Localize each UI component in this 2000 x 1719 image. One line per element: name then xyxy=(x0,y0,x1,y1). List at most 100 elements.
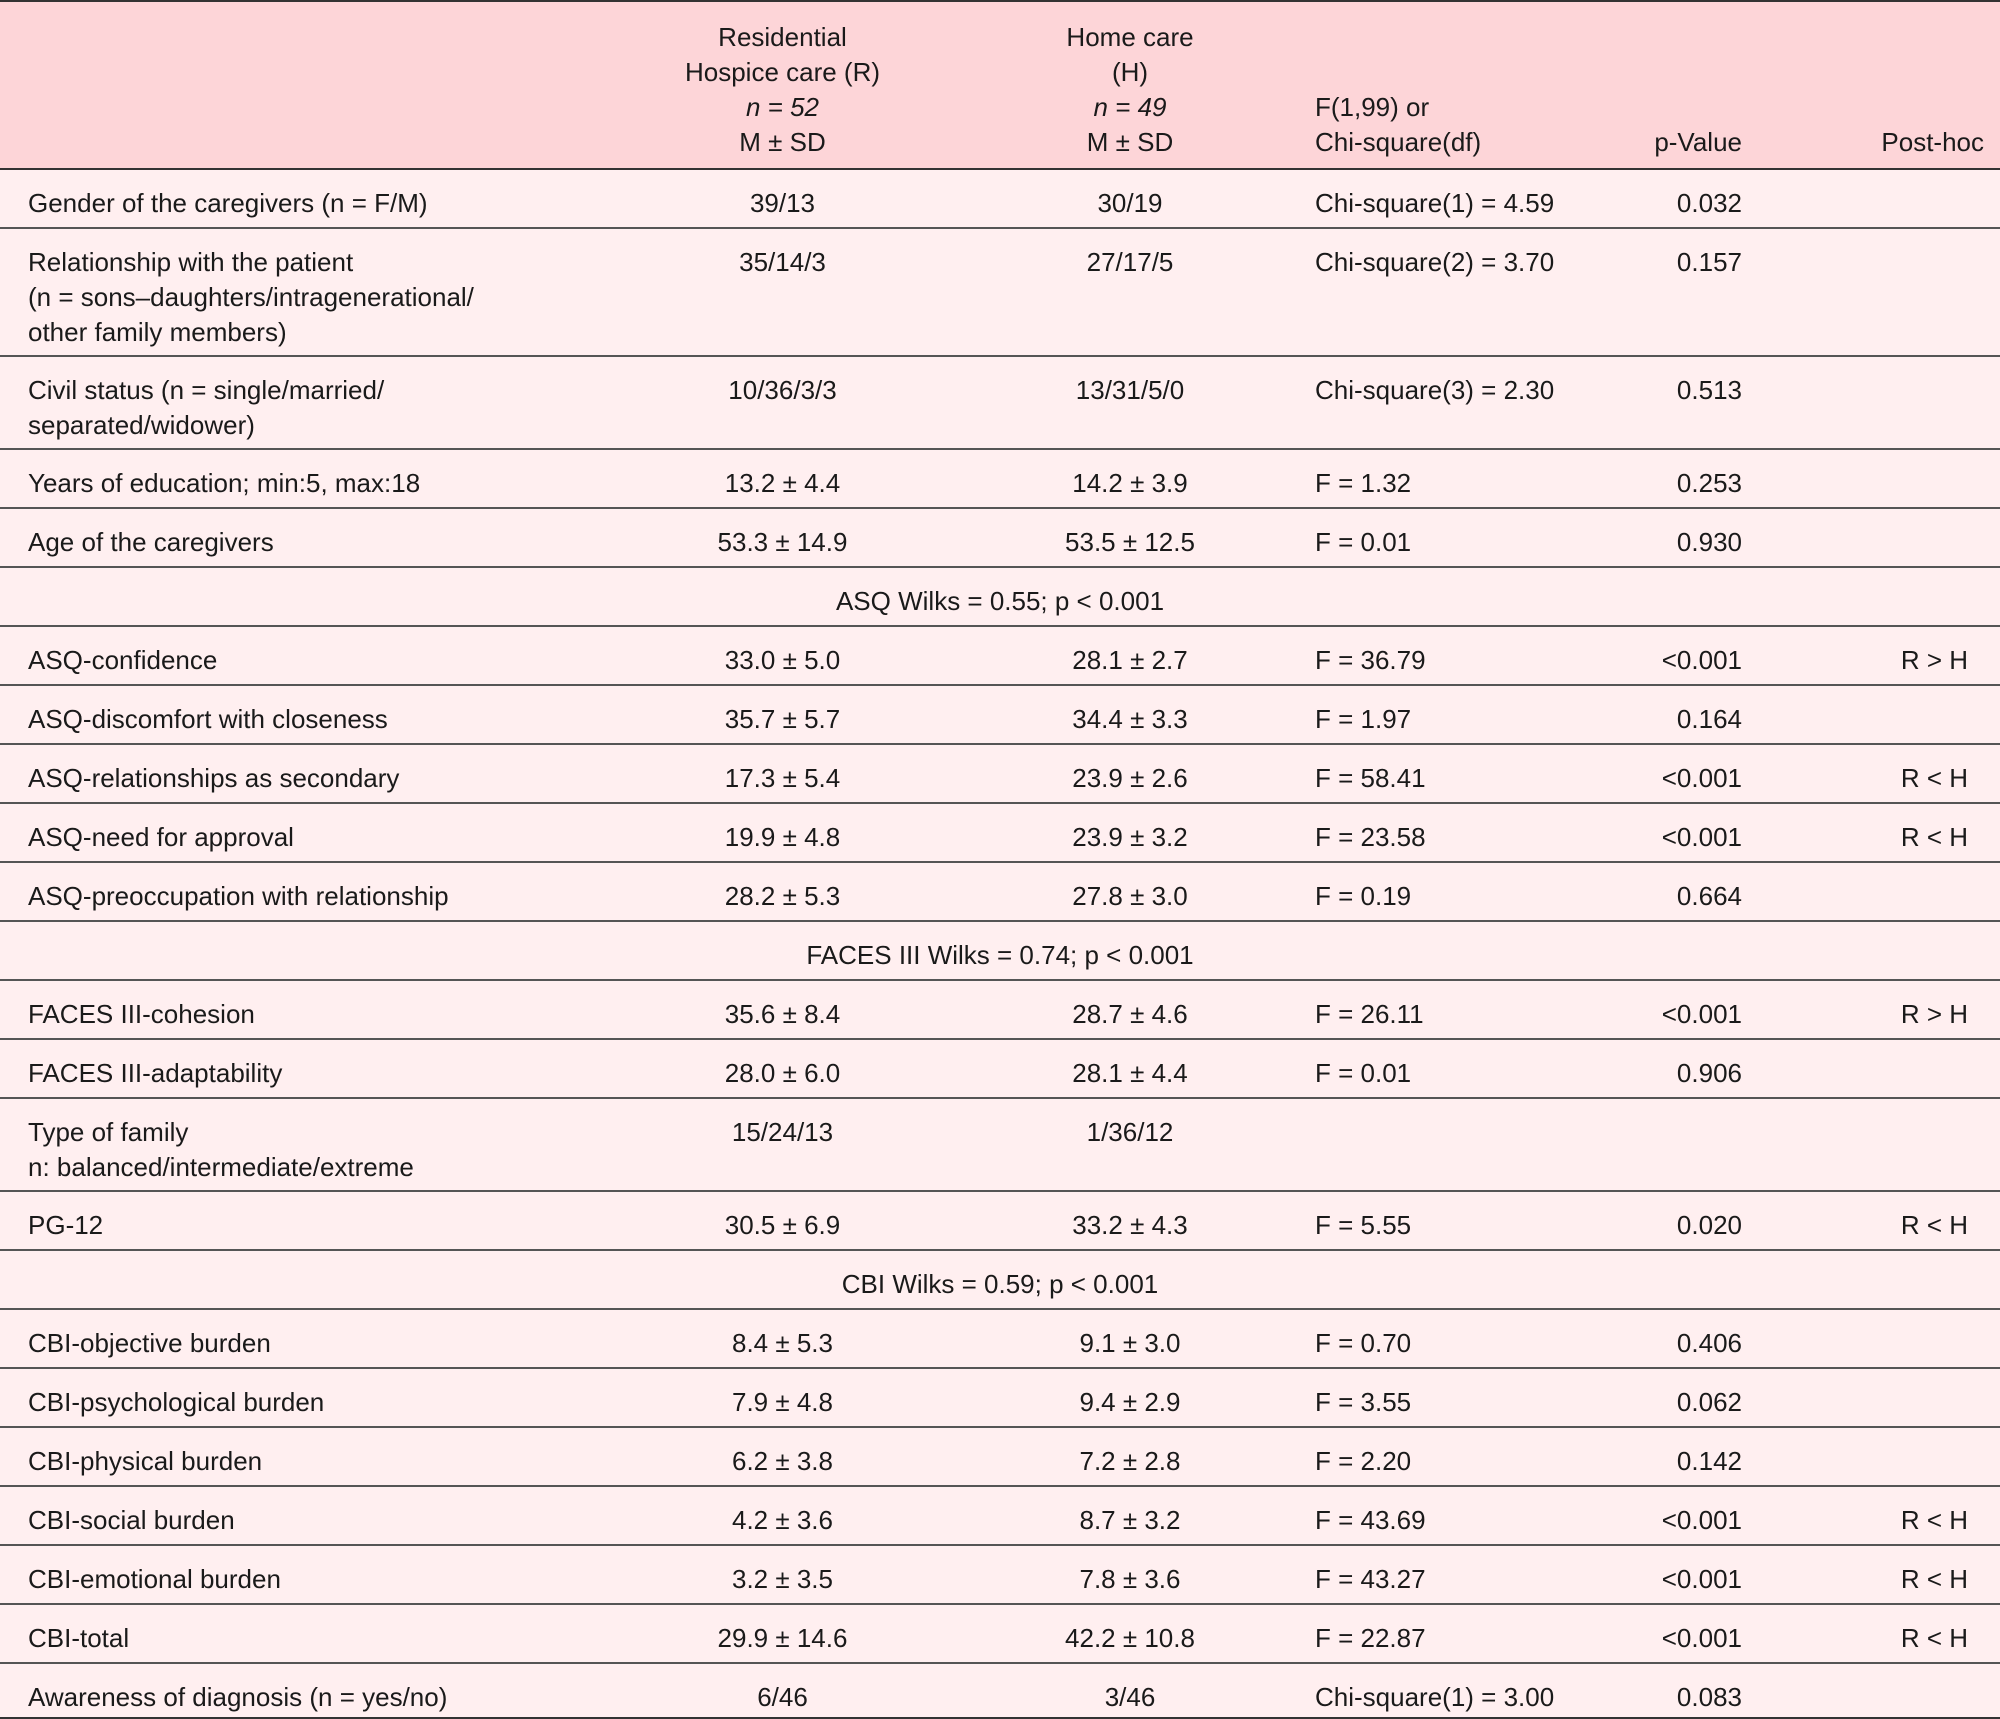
p-value: 0.930 xyxy=(1676,527,1742,557)
row-label-line: Gender of the caregivers (n = F/M) xyxy=(28,188,428,218)
home-care-value: 3/46 xyxy=(1104,1682,1156,1712)
table-header-row: Residential Hospice care (R) n = 52 M ± … xyxy=(0,1,2000,169)
table-row: Years of education; min:5, max:18 13.2 ± … xyxy=(0,449,2000,508)
home-care-value: 23.9 ± 2.6 xyxy=(1072,763,1188,793)
home-care-value: 28.7 ± 4.6 xyxy=(1072,999,1188,1029)
residential-value: 28.0 ± 6.0 xyxy=(724,1058,841,1088)
header-line: F(1,99) or xyxy=(1315,92,1430,122)
residential-value: 28.2 ± 5.3 xyxy=(724,881,841,911)
post-hoc-value xyxy=(1790,228,2000,356)
row-label-line: ASQ-discomfort with closeness xyxy=(28,704,388,734)
post-hoc-value xyxy=(1790,508,2000,567)
statistic-value: F = 36.79 xyxy=(1315,645,1426,675)
p-value: <0.001 xyxy=(1661,1564,1742,1594)
table-row: ASQ-need for approval 19.9 ± 4.8 23.9 ± 3.… xyxy=(0,803,2000,862)
residential-value: 17.3 ± 5.4 xyxy=(724,763,841,793)
row-label: PG-12 xyxy=(0,1191,610,1250)
table-row: ASQ-preoccupation with relationship 28.2 … xyxy=(0,862,2000,921)
residential-value: 35.7 ± 5.7 xyxy=(724,704,841,734)
row-label: Relationship with the patient (n = sons–d… xyxy=(0,228,610,356)
home-care-value: 27/17/5 xyxy=(1086,247,1174,277)
row-label-line: FACES III-adaptability xyxy=(28,1058,283,1088)
table-row: PG-12 30.5 ± 6.9 33.2 ± 4.3 F = 5.55 0.020 R … xyxy=(0,1191,2000,1250)
home-care-value: 53.5 ± 12.5 xyxy=(1065,527,1195,557)
statistic-value: F = 43.27 xyxy=(1315,1564,1426,1594)
home-care-value: 42.2 ± 10.8 xyxy=(1065,1623,1195,1653)
statistic-value: F = 3.55 xyxy=(1315,1387,1412,1417)
statistic-value: F = 1.32 xyxy=(1315,468,1412,498)
post-hoc-value xyxy=(1790,1039,2000,1098)
home-care-value: 30/19 xyxy=(1097,188,1163,218)
p-value: 0.664 xyxy=(1676,881,1742,911)
home-care-value: 13/31/5/0 xyxy=(1075,375,1185,405)
row-label-line: ASQ-confidence xyxy=(28,645,218,675)
row-label: FACES III-adaptability xyxy=(0,1039,610,1098)
table-row: CBI-physical burden 6.2 ± 3.8 7.2 ± 2.8 F =… xyxy=(0,1427,2000,1486)
row-label: Gender of the caregivers (n = F/M) xyxy=(0,169,610,228)
row-label-line: ASQ-preoccupation with relationship xyxy=(28,881,449,911)
row-label: Type of family n: balanced/intermediate/e… xyxy=(0,1098,610,1191)
home-care-value: 27.8 ± 3.0 xyxy=(1072,881,1188,911)
post-hoc-value xyxy=(1790,169,2000,228)
row-label-line: CBI-physical burden xyxy=(28,1446,263,1476)
header-line: (H) xyxy=(1111,57,1149,87)
post-hoc-value xyxy=(1790,356,2000,449)
row-label-line: other family members) xyxy=(28,317,287,347)
post-hoc-value xyxy=(1790,1309,2000,1368)
table-row: Relationship with the patient (n = sons–d… xyxy=(0,228,2000,356)
row-label-line: CBI-psychological burden xyxy=(28,1387,325,1417)
statistic-value: F = 0.70 xyxy=(1315,1328,1412,1358)
post-hoc-value: R < H xyxy=(1900,1505,1968,1535)
statistic-value: Chi-square(2) = 3.70 xyxy=(1315,247,1555,277)
row-label: Years of education; min:5, max:18 xyxy=(0,449,610,508)
row-label: CBI-total xyxy=(0,1604,610,1663)
post-hoc-value: R < H xyxy=(1900,1210,1968,1240)
row-label-line: (n = sons–daughters/intragenerational/ xyxy=(28,282,474,312)
header-line: n = 52 xyxy=(745,92,819,122)
post-hoc-value xyxy=(1790,1427,2000,1486)
table-row: CBI-psychological burden 7.9 ± 4.8 9.4 ± 2… xyxy=(0,1368,2000,1427)
row-label: ASQ-preoccupation with relationship xyxy=(0,862,610,921)
post-hoc-value: R < H xyxy=(1900,1623,1968,1653)
p-value: 0.142 xyxy=(1676,1446,1742,1476)
table-row: Awareness of diagnosis (n = yes/no) 6/46 3… xyxy=(0,1663,2000,1718)
table-section-row: ASQ Wilks = 0.55; p < 0.001 xyxy=(0,567,2000,626)
statistic-value: F = 0.01 xyxy=(1315,527,1412,557)
row-label-line: CBI-emotional burden xyxy=(28,1564,281,1594)
home-care-value: 33.2 ± 4.3 xyxy=(1072,1210,1188,1240)
statistic-value: F = 0.01 xyxy=(1315,1058,1412,1088)
row-label-line: ASQ-relationships as secondary xyxy=(28,763,400,793)
p-value: 0.253 xyxy=(1676,468,1742,498)
p-value: 0.157 xyxy=(1676,247,1742,277)
row-label-line: Relationship with the patient xyxy=(28,247,354,277)
p-value: 0.906 xyxy=(1676,1058,1742,1088)
table-section-row: CBI Wilks = 0.59; p < 0.001 xyxy=(0,1250,2000,1309)
header-post-hoc: Post-hoc xyxy=(1881,127,1984,157)
statistic-value: Chi-square(3) = 2.30 xyxy=(1315,375,1555,405)
residential-value: 10/36/3/3 xyxy=(728,375,837,405)
home-care-value: 7.2 ± 2.8 xyxy=(1079,1446,1181,1476)
header-line: Residential xyxy=(718,22,847,52)
table-row: ASQ-relationships as secondary 17.3 ± 5.4… xyxy=(0,744,2000,803)
residential-value: 6/46 xyxy=(757,1682,808,1712)
residential-value: 35.6 ± 8.4 xyxy=(724,999,841,1029)
row-label-line: CBI-total xyxy=(28,1623,130,1653)
table-row: Civil status (n = single/married/separat… xyxy=(0,356,2000,449)
row-label: CBI-physical burden xyxy=(0,1427,610,1486)
row-label: CBI-objective burden xyxy=(0,1309,610,1368)
header-p-value: p-Value xyxy=(1654,127,1742,157)
p-value: 0.062 xyxy=(1676,1387,1742,1417)
statistic-value: Chi-square(1) = 3.00 xyxy=(1315,1682,1555,1712)
header-line: M ± SD xyxy=(1086,127,1174,157)
row-label: Age of the caregivers xyxy=(0,508,610,567)
residential-value: 3.2 ± 3.5 xyxy=(731,1564,833,1594)
table-section-row: FACES III Wilks = 0.74; p < 0.001 xyxy=(0,921,2000,980)
row-label-line: Awareness of diagnosis (n = yes/no) xyxy=(28,1682,448,1712)
row-label-line: Civil status (n = single/married/ xyxy=(28,375,385,405)
table-row: FACES III-cohesion 35.6 ± 8.4 28.7 ± 4.6 F … xyxy=(0,980,2000,1039)
p-value: <0.001 xyxy=(1661,645,1742,675)
p-value xyxy=(1610,1098,1790,1191)
statistic-value: F = 1.97 xyxy=(1315,704,1412,734)
residential-value: 39/13 xyxy=(749,188,816,218)
